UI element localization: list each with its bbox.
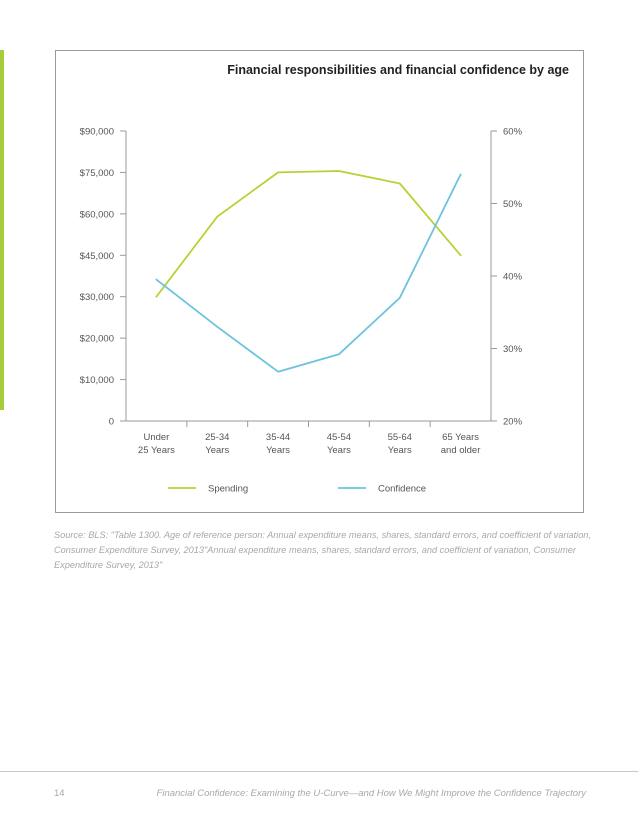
- left-axis-tick-label: $75,000: [80, 168, 114, 179]
- x-axis-category-label: Under: [143, 432, 169, 443]
- series-line-spending: [155, 170, 462, 298]
- left-axis-tick-label: $60,000: [80, 209, 114, 220]
- right-axis-tick-label: 20%: [503, 417, 523, 428]
- x-axis-category-label: Years: [266, 445, 290, 456]
- x-axis-category-label: 25 Years: [138, 445, 175, 456]
- right-axis-tick-label: 50%: [503, 199, 523, 210]
- x-axis-category-label: 65 Years: [442, 432, 479, 443]
- source-note: Source: BLS: "Table 1300. Age of referen…: [54, 530, 591, 570]
- right-axis-tick-label: 40%: [503, 272, 523, 283]
- legend-label-spending: Spending: [208, 484, 248, 495]
- accent-bar: [0, 50, 4, 410]
- left-axis-tick-label: $45,000: [80, 251, 114, 262]
- left-axis-tick-label: $30,000: [80, 292, 114, 303]
- footer-title: Financial Confidence: Examining the U-Cu…: [156, 788, 586, 799]
- right-axis-tick-label: 60%: [503, 127, 523, 138]
- x-axis-category-label: 35-44: [266, 432, 290, 443]
- x-axis-category-label: 55-64: [388, 432, 412, 443]
- chart-frame: Financial responsibilities and financial…: [55, 50, 584, 513]
- page-number: 14: [54, 788, 65, 799]
- x-axis-category-label: Years: [205, 445, 229, 456]
- x-axis-category-label: 45-54: [327, 432, 351, 443]
- right-axis-tick-label: 30%: [503, 344, 523, 355]
- left-axis-tick-label: $10,000: [80, 375, 114, 386]
- footer-rule: [0, 771, 638, 772]
- left-axis-tick-label: $90,000: [80, 127, 114, 138]
- x-axis-category-label: Years: [327, 445, 351, 456]
- x-axis-category-label: Years: [388, 445, 412, 456]
- legend-label-confidence: Confidence: [378, 484, 426, 495]
- chart-plot: 0 $10,000 $20,000 $30,000 $45,000 $60,000 $75,…: [80, 127, 523, 495]
- x-axis-category-label: 25-34: [205, 432, 229, 443]
- chart-title: Financial responsibilities and financial…: [227, 63, 569, 77]
- series-line-confidence: [155, 173, 462, 373]
- x-axis-category-label: and older: [441, 445, 481, 456]
- left-axis-tick-label: $20,000: [80, 334, 114, 345]
- left-axis-tick-label: 0: [109, 417, 114, 428]
